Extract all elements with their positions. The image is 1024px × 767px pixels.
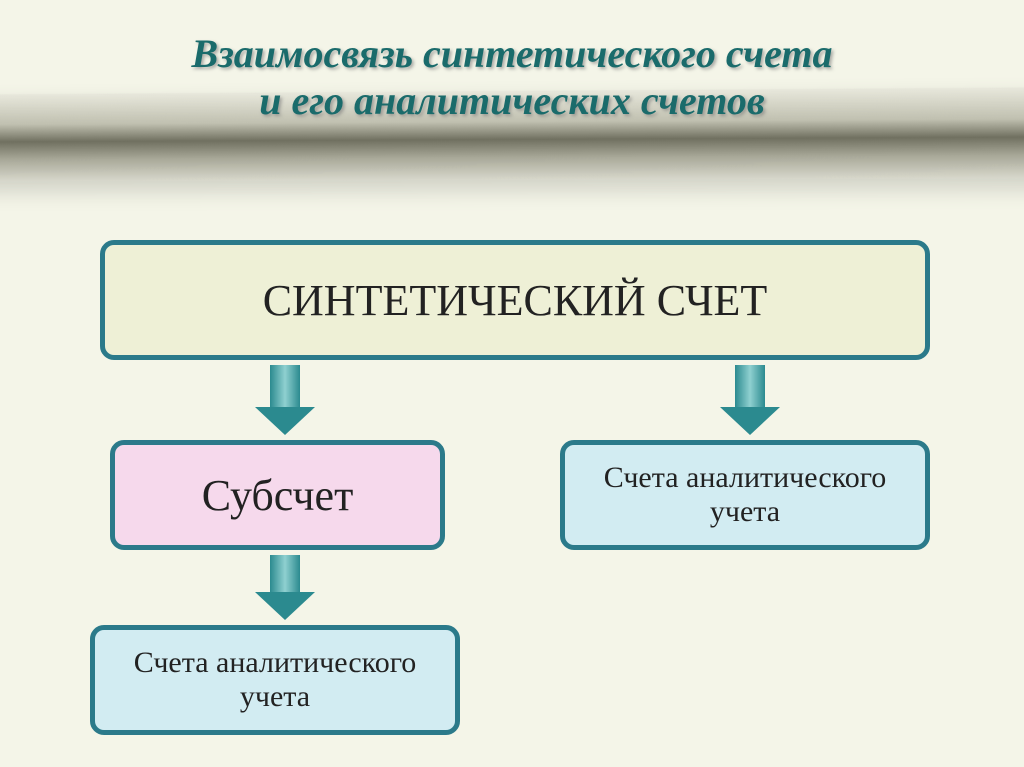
box-subaccount: Субсчет (110, 440, 445, 550)
arrow-head-icon (255, 592, 315, 620)
slide-title: Взаимосвязь синтетического счета и его а… (0, 30, 1024, 124)
box-analytic-accounts-bottom: Счета аналитического учета (90, 625, 460, 735)
arrow-head-icon (255, 407, 315, 435)
box-synthetic-label: СИНТЕТИЧЕСКИЙ СЧЕТ (263, 275, 768, 326)
arrow-to-analytic-bottom (255, 555, 315, 620)
box-analytic-accounts-right: Счета аналитического учета (560, 440, 930, 550)
box-analytic-right-label: Счета аналитического учета (604, 461, 887, 529)
title-line-1: Взаимосвязь синтетического счета (0, 30, 1024, 77)
arrow-to-subaccount (255, 365, 315, 435)
arrow-to-analytic-right (720, 365, 780, 435)
box-analytic-bottom-label: Счета аналитического учета (134, 646, 417, 714)
box-subaccount-label: Субсчет (202, 470, 354, 521)
arrow-stem (270, 365, 300, 407)
box-synthetic-account: СИНТЕТИЧЕСКИЙ СЧЕТ (100, 240, 930, 360)
arrow-stem (270, 555, 300, 592)
title-line-2: и его аналитических счетов (0, 77, 1024, 124)
arrow-stem (735, 365, 765, 407)
arrow-head-icon (720, 407, 780, 435)
